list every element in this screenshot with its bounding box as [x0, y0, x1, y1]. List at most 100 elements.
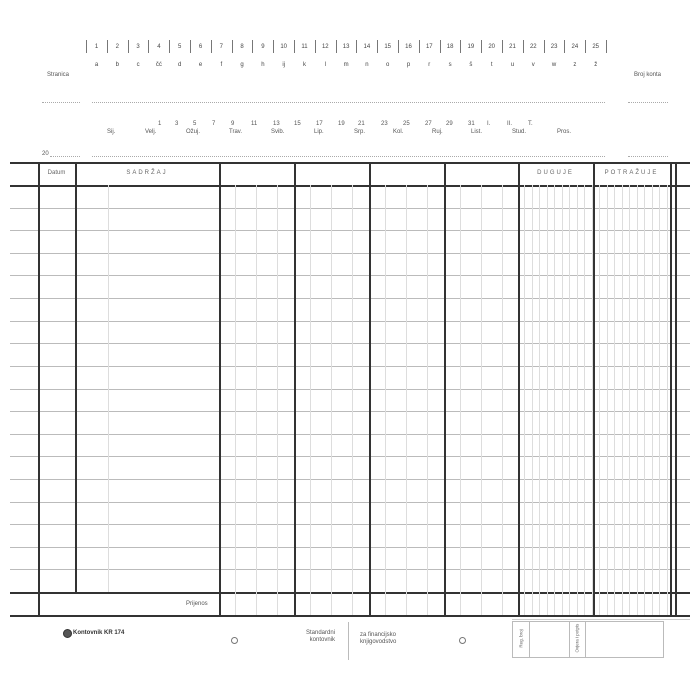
number-separator	[606, 40, 607, 53]
page-number-cell: 13	[342, 44, 350, 50]
day-marker: I.	[487, 121, 491, 127]
table-row-line	[10, 298, 690, 300]
dotted-line	[50, 156, 80, 157]
dotted-line	[628, 156, 668, 157]
day-marker: 11	[251, 121, 258, 127]
number-separator	[294, 40, 295, 53]
dotted-line	[42, 102, 80, 103]
column-guide-line	[561, 185, 563, 615]
column-guide-line	[576, 185, 578, 615]
column-guide-line	[524, 185, 525, 615]
standard-label-line: Standardni	[306, 630, 336, 636]
page-number-cell: 2	[115, 44, 119, 50]
page-number-cell: 17	[425, 44, 433, 50]
table-top-border	[10, 162, 690, 164]
page-number-cell: 25	[592, 44, 600, 50]
column-guide-line	[644, 185, 645, 615]
day-marker: 13	[273, 121, 280, 127]
page-number-cell: 15	[384, 44, 392, 50]
number-separator	[190, 40, 191, 53]
page-number-cell: 16	[405, 44, 412, 50]
page-number-cell: 12	[321, 44, 329, 50]
purpose-label-line: za financijsko	[360, 632, 397, 638]
page-number-cell: 23	[550, 44, 558, 50]
letter-index: v	[531, 62, 535, 68]
table-row-line	[10, 411, 690, 413]
footer-divider	[348, 622, 349, 660]
number-separator	[564, 40, 566, 53]
page-number-cell: 24	[571, 44, 579, 50]
month-label: Svib.	[271, 129, 285, 135]
day-marker: 7	[212, 121, 216, 127]
signature-label: Ovjera i potpis	[574, 623, 580, 653]
number-separator	[543, 40, 545, 53]
letter-index: š	[469, 62, 473, 68]
column-guide-line	[331, 185, 332, 615]
number-separator	[86, 40, 87, 53]
day-marker: 31	[468, 121, 475, 127]
column-border	[444, 162, 446, 615]
purpose-label-line: knjigovodstvo	[360, 639, 397, 645]
letter-index: g	[240, 62, 244, 68]
column-guide-line	[108, 185, 109, 592]
letter-index: e	[198, 62, 203, 68]
column-guide-line	[659, 185, 660, 615]
page-number-cell: 4	[157, 44, 161, 50]
letter-index: s	[448, 62, 452, 68]
number-separator	[460, 40, 462, 53]
page-number-cell: 6	[198, 44, 203, 50]
year-prefix: 20	[42, 151, 49, 157]
page-number-cell: 9	[261, 44, 265, 50]
table-row-line	[10, 207, 690, 209]
letter-index: f	[220, 62, 223, 68]
number-separator	[439, 40, 441, 53]
number-separator	[210, 40, 212, 53]
account-number-label: Broj konta	[634, 72, 662, 78]
table-row-line	[10, 365, 690, 367]
page-number-cell: 21	[509, 44, 516, 50]
page-number-cell: 7	[219, 44, 223, 50]
standard-label-line: kontovnik	[309, 637, 336, 643]
number-separator	[585, 40, 587, 53]
reg-number-label: Reg. broj	[518, 629, 524, 648]
column-guide-line	[352, 185, 353, 615]
column-guide-line	[651, 185, 653, 615]
day-marker: II.	[507, 121, 513, 127]
column-guide-line	[406, 185, 407, 615]
punch-hole-icon	[459, 637, 466, 644]
column-guide-line	[636, 185, 638, 615]
rows-bottom-border	[10, 592, 690, 594]
credit-column-header: POTRAŽUJE	[604, 170, 659, 176]
header-bottom-border	[10, 185, 690, 187]
page-number-cell: 18	[446, 44, 454, 50]
page-number-cell: 10	[280, 44, 288, 50]
column-guide-line	[310, 185, 311, 615]
number-separator	[398, 40, 399, 53]
column-guide-line	[599, 185, 600, 615]
column-border	[38, 162, 40, 615]
column-border	[219, 162, 221, 615]
table-row-line	[10, 478, 690, 480]
punch-hole-icon	[231, 637, 238, 644]
column-guide-line	[277, 185, 278, 615]
page-number-cell: 5	[178, 44, 182, 50]
column-border	[675, 162, 677, 615]
table-row-line	[10, 343, 690, 345]
page-number-cell: 11	[301, 44, 308, 50]
number-separator	[314, 40, 316, 53]
column-border	[593, 162, 595, 615]
table-row-line	[10, 501, 690, 503]
month-label: Ožuj.	[186, 129, 201, 135]
letter-index: p	[406, 62, 411, 68]
number-separator	[502, 40, 503, 53]
letter-index: t	[490, 62, 493, 68]
date-column-header: Datum	[47, 170, 66, 176]
day-marker: 27	[425, 121, 432, 127]
day-marker: T.	[528, 121, 533, 127]
letter-index: ž	[594, 62, 598, 68]
column-guide-line	[614, 185, 615, 615]
day-marker: 9	[231, 121, 235, 127]
column-border	[75, 162, 77, 592]
month-label: Velj.	[145, 129, 157, 135]
number-separator	[169, 40, 171, 53]
